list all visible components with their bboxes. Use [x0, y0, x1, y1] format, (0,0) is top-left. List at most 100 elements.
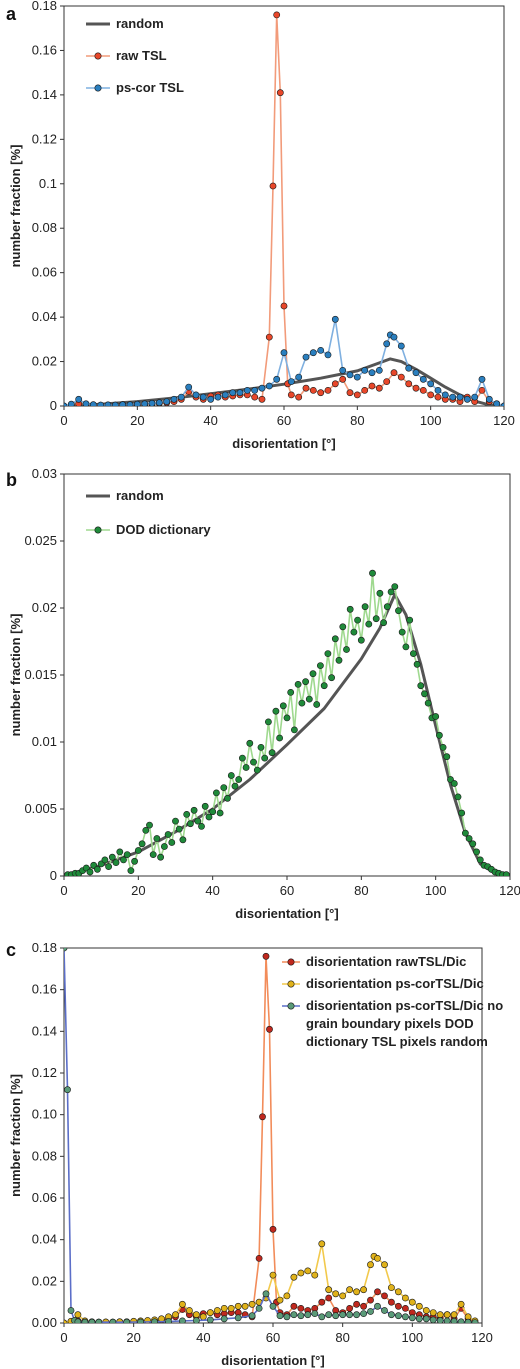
data-point	[212, 789, 220, 797]
legend-label: DOD dictionary	[116, 522, 211, 537]
x-tick-label: 40	[205, 883, 219, 898]
x-tick-label: 120	[493, 413, 515, 428]
data-point	[436, 1311, 444, 1319]
data-point	[324, 351, 332, 359]
y-tick-label: 0	[50, 868, 57, 883]
data-point	[368, 369, 376, 377]
data-point	[209, 808, 217, 816]
data-point	[101, 856, 109, 864]
data-point	[325, 1294, 333, 1302]
data-point	[269, 182, 277, 190]
data-point	[464, 1318, 472, 1323]
data-point	[131, 857, 138, 865]
data-point	[387, 588, 395, 596]
data-point	[137, 1318, 144, 1323]
data-point	[168, 839, 176, 846]
data-point	[346, 1286, 353, 1294]
data-point	[331, 380, 339, 388]
data-point	[231, 782, 239, 790]
data-point	[81, 1318, 89, 1323]
data-point	[313, 701, 321, 708]
y-tick-label: 0.04	[32, 309, 57, 324]
data-point	[383, 603, 391, 611]
data-point	[75, 395, 83, 403]
data-point	[408, 1298, 416, 1306]
x-tick-label: 0	[60, 413, 67, 428]
data-point	[424, 699, 432, 707]
data-point	[476, 856, 484, 864]
data-point	[441, 391, 449, 399]
y-tick-label: 0.1	[39, 176, 57, 191]
data-point	[216, 809, 224, 817]
y-tick-label: 0	[50, 398, 57, 413]
data-point	[398, 628, 406, 636]
x-tick-label: 20	[126, 1330, 140, 1345]
data-point	[458, 809, 466, 817]
data-point	[346, 371, 354, 379]
data-point	[199, 1313, 207, 1321]
data-point	[238, 754, 246, 762]
data-point	[258, 395, 266, 403]
data-point	[206, 1316, 214, 1323]
y-tick-label: 0.12	[32, 1065, 57, 1080]
data-point	[427, 391, 435, 399]
y-tick-label: 0.00	[32, 1315, 57, 1330]
data-point	[346, 605, 354, 613]
data-point	[443, 753, 451, 761]
data-point	[255, 1255, 263, 1262]
data-point	[376, 589, 384, 597]
data-point	[149, 851, 157, 858]
data-point	[435, 731, 443, 739]
series-line	[64, 593, 510, 876]
data-point	[160, 843, 168, 850]
data-point	[395, 607, 402, 615]
data-point	[64, 948, 68, 952]
y-tick-label: 0.08	[32, 220, 57, 235]
data-point	[419, 375, 427, 383]
data-point	[89, 401, 97, 406]
data-point	[186, 820, 194, 828]
data-point	[305, 695, 313, 703]
x-tick-label: 100	[401, 1330, 423, 1345]
data-point	[412, 384, 420, 392]
data-point	[401, 1294, 409, 1302]
data-point	[417, 682, 425, 690]
data-point	[201, 802, 209, 810]
x-tick-label: 120	[471, 1330, 493, 1345]
data-point	[261, 754, 269, 762]
legend-label: raw TSL	[116, 48, 167, 63]
data-point	[179, 1317, 186, 1323]
data-point	[97, 401, 105, 406]
data-point	[346, 389, 354, 397]
data-point	[325, 1286, 333, 1294]
data-point	[325, 1311, 333, 1319]
data-point	[151, 1318, 158, 1323]
data-point	[360, 1286, 367, 1294]
data-point	[450, 1317, 458, 1323]
data-point	[67, 1307, 75, 1314]
chart-panel-c: c 0 20 40 60 80 100 120 0.00 0.02 0.04 0.06 0.08 0.10…	[6, 940, 503, 1368]
data-point	[387, 1311, 395, 1319]
data-point	[318, 1298, 326, 1306]
data-point	[155, 399, 163, 406]
data-point	[317, 346, 325, 354]
data-point	[227, 772, 235, 779]
y-tick-label: 0.04	[32, 1232, 57, 1247]
data-point	[493, 400, 501, 406]
data-point	[374, 1288, 381, 1296]
data-point	[141, 400, 149, 406]
panel-letter: b	[6, 470, 17, 490]
data-point	[390, 369, 398, 377]
data-point	[276, 1296, 284, 1304]
data-point	[86, 868, 94, 876]
data-point	[153, 835, 161, 842]
y-tick-label: 0.18	[32, 0, 57, 13]
data-point	[443, 1317, 451, 1323]
y-tick-label: 0.005	[24, 801, 57, 816]
series-line	[67, 572, 507, 876]
data-point	[193, 1317, 200, 1323]
data-point	[374, 1255, 381, 1262]
data-point	[375, 384, 383, 392]
data-point	[381, 1261, 388, 1269]
data-point	[320, 682, 328, 690]
